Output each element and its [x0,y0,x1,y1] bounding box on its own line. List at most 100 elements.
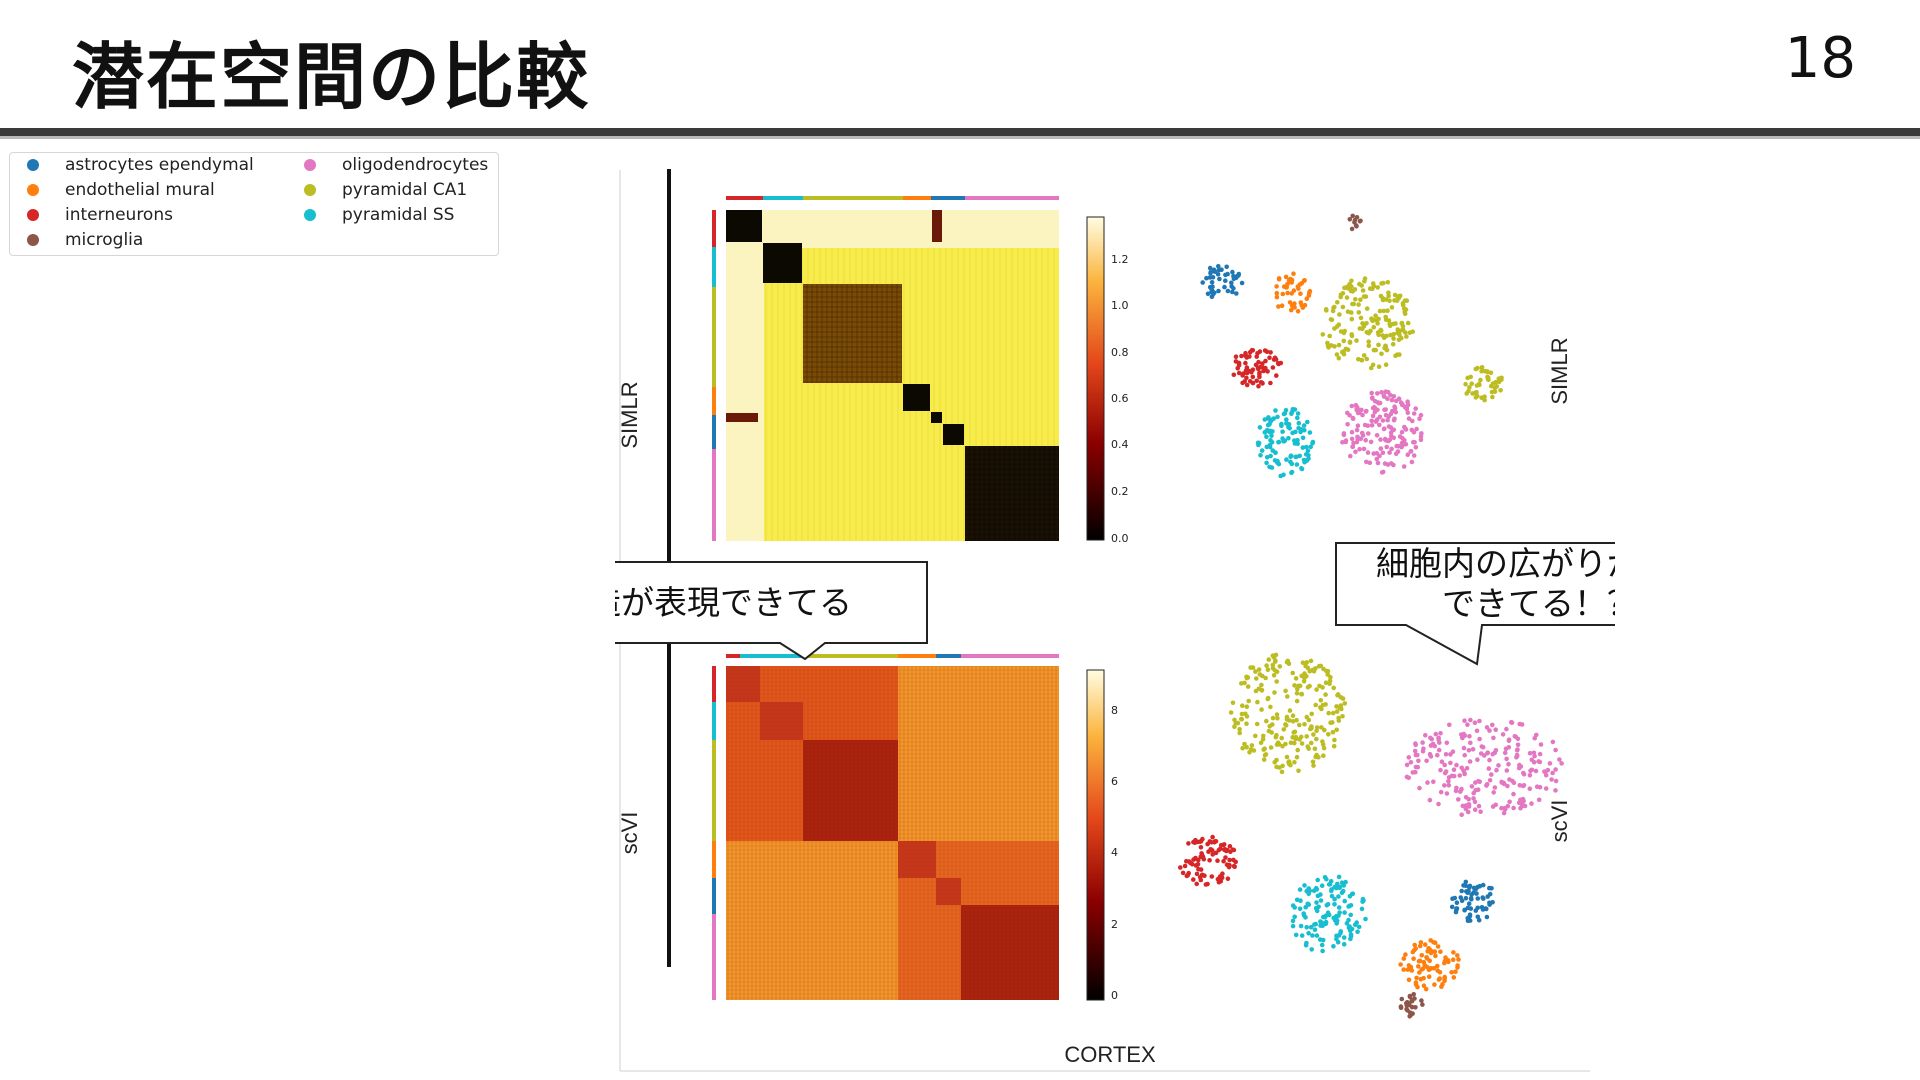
scatter-point [1237,726,1242,732]
scatter-point [1209,874,1215,879]
scatter-point [1335,300,1340,305]
scatter-point [1263,358,1268,364]
scatter-point [1309,947,1314,952]
scatter-point [1297,906,1303,912]
scatter-point [1278,473,1283,479]
scatter-point [1296,420,1302,426]
simlr-colorbar-tick: 0.4 [1111,438,1129,451]
scatter-point [1305,744,1310,749]
scatter-point [1298,898,1303,903]
scatter-point [1349,284,1354,289]
scatter-point [1236,362,1242,368]
scatter-point [1425,780,1430,785]
scatter-point [1239,716,1244,722]
scatter-point [1291,271,1296,276]
scatter-point [1451,950,1456,955]
scatter-point [1259,682,1264,688]
scatter-point [1324,876,1329,882]
scatter-point [1363,294,1369,299]
simlr-colorbar-tick: 0.6 [1111,392,1129,405]
scatter-point [1489,389,1495,395]
scatter-point [1279,735,1284,741]
scatter-point [1371,451,1376,456]
scatter-point [1469,784,1475,789]
scatter-point [1302,427,1307,433]
scatter-point [1256,383,1261,389]
scatter-point [1446,779,1451,784]
scvi-tsne-scatter [1178,652,1564,1019]
scatter-point [1301,423,1307,428]
heatmap-light-band [726,210,764,541]
scatter-point [1293,454,1298,460]
scatter-point [1232,864,1237,870]
scatter-point [1221,842,1227,847]
scatter-point [1266,657,1272,662]
scatter-point [1334,933,1339,939]
scatter-point [1349,278,1354,284]
scatter-point [1339,890,1345,895]
scatter-point [1305,665,1311,671]
scatter-point [1272,355,1278,361]
scatter-point [1284,754,1290,760]
scatter-point [1491,790,1496,795]
scatter-point [1461,731,1467,737]
scatter-point [1256,686,1262,692]
scatter-point [1371,404,1377,410]
scatter-point [1455,953,1460,958]
scatter-point [1454,785,1459,791]
scatter-point [1417,785,1422,791]
scatter-point [1289,469,1295,475]
scatter-point [1511,805,1516,811]
scatter-point [1356,310,1362,315]
scatter-point [1465,915,1470,921]
scatter-point [1314,725,1320,730]
scatter-point [1272,458,1278,463]
scatter-point [1216,847,1222,853]
scatter-point [1283,274,1289,280]
scatter-point [1247,354,1252,359]
legend-marker [27,159,39,171]
scatter-point [1290,713,1296,718]
scatter-point [1272,690,1277,695]
scatter-point [1258,380,1264,385]
scvi-top-annotation [726,654,1059,658]
scatter-point [1234,291,1239,296]
scatter-point [1500,732,1506,737]
scatter-point [1493,379,1498,385]
scatter-point [1319,725,1324,730]
scatter-point [1391,332,1396,337]
scatter-point [1358,315,1364,321]
scatter-point [1325,672,1330,677]
scatter-point [1418,976,1424,982]
scatter-point [1265,667,1271,672]
scatter-point [1334,727,1339,733]
scatter-point [1303,904,1308,910]
scatter-point [1326,710,1331,716]
scatter-point [1438,949,1443,954]
scatter-point [1517,721,1522,727]
scatter-point [1446,775,1452,780]
scatter-point [1493,748,1499,753]
scatter-point [1412,942,1417,948]
scatter-point [1470,747,1476,752]
scatter-point [1294,691,1300,696]
scatter-point [1522,803,1528,809]
scatter-point [1381,308,1387,314]
scatter-point [1310,759,1316,765]
scatter-point [1250,380,1256,386]
scatter-point [1208,271,1213,276]
scatter-point [1402,404,1408,410]
scatter-point [1312,922,1317,927]
scatter-point [1366,343,1372,349]
scatter-point [1254,676,1259,681]
scatter-point [1396,330,1402,335]
scatter-point [1269,433,1274,439]
scatter-point [1416,758,1421,764]
scatter-point [1553,778,1559,784]
scatter-point [1423,733,1428,738]
scatter-point [1294,717,1299,723]
scatter-point [1528,768,1533,774]
scatter-point [1443,752,1449,757]
scatter-point [1281,727,1287,732]
scatter-point [1341,935,1347,940]
